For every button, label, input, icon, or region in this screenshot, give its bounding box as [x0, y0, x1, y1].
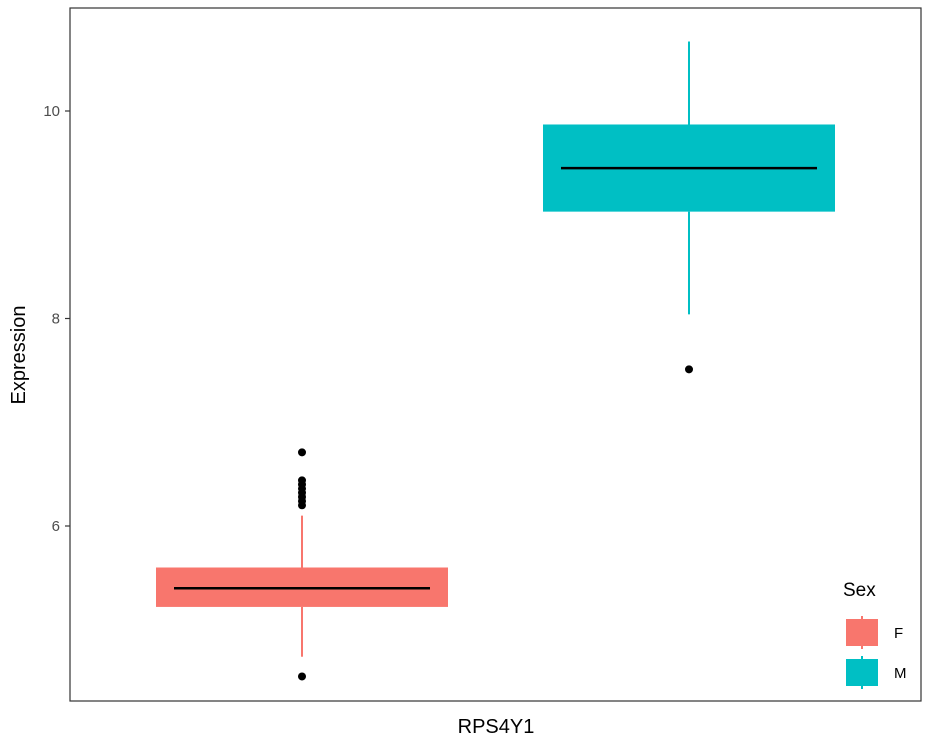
- x-axis-title: RPS4Y1: [458, 716, 535, 738]
- legend: Sex F M: [843, 580, 907, 689]
- legend-item-F: F: [846, 616, 903, 649]
- box-F: [156, 448, 448, 681]
- outlier-point-M-0: [685, 365, 693, 374]
- y-tick-label-10: 10: [43, 103, 60, 120]
- legend-label-M: M: [894, 665, 907, 682]
- outlier-point-F-0: [298, 672, 306, 681]
- y-axis-title: Expression: [8, 306, 30, 405]
- box-M: [543, 41, 835, 374]
- y-tick-label-6: 6: [52, 518, 60, 535]
- legend-label-F: F: [894, 625, 903, 642]
- y-axis: 6 8 10: [43, 103, 70, 535]
- outlier-point-F-8: [298, 448, 306, 457]
- legend-title: Sex: [843, 580, 876, 601]
- y-tick-label-8: 8: [52, 311, 60, 328]
- boxes-layer: [156, 41, 835, 681]
- legend-item-M: M: [846, 656, 907, 689]
- outlier-point-F-7: [298, 476, 306, 485]
